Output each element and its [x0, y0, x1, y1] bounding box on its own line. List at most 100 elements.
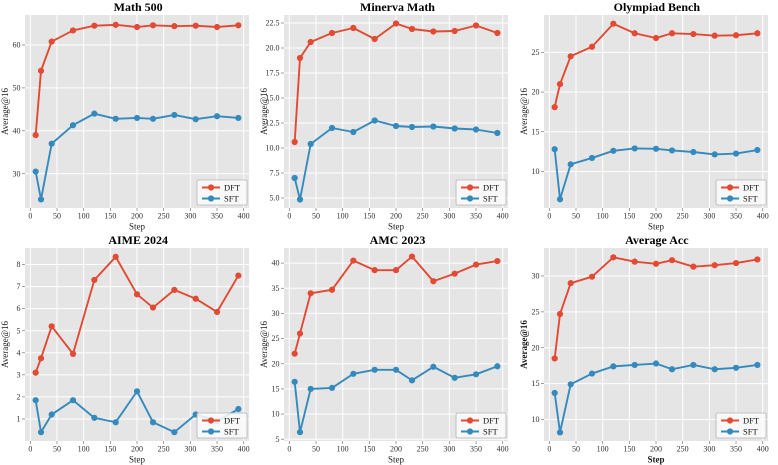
- y-axis-label: Average@16: [259, 320, 269, 368]
- sft-marker: [753, 146, 761, 154]
- x-tick-label: 150: [623, 444, 635, 453]
- y-tick-label: 15: [531, 127, 539, 136]
- y-tick-label: 12.5: [266, 119, 280, 128]
- dft-marker: [409, 252, 416, 260]
- x-tick-label: 100: [78, 444, 90, 453]
- sft-marker: [732, 364, 739, 371]
- x-tick-label: 200: [390, 444, 402, 453]
- x-tick-label: 400: [497, 444, 509, 453]
- x-tick-label: 0: [288, 212, 292, 221]
- dft-marker: [235, 22, 242, 29]
- y-tick-label: 20: [531, 88, 539, 97]
- dft-marker: [69, 27, 77, 34]
- x-tick-label: 250: [158, 212, 170, 221]
- y-tick-label: 35: [272, 283, 280, 292]
- sft-marker: [689, 148, 697, 156]
- sft-marker: [133, 114, 141, 122]
- sft-marker: [567, 380, 574, 387]
- sft-marker: [350, 128, 357, 136]
- subplot-minerva-math: Minerva Math 0 50 100 150 200 250 300 350 400 5.0…: [259, 0, 518, 233]
- y-tick-label: 30: [272, 309, 280, 318]
- dft-marker: [91, 22, 98, 29]
- x-tick-label: 150: [623, 212, 635, 221]
- dft-marker: [409, 25, 416, 33]
- sft-marker: [37, 196, 45, 203]
- x-tick-label: 350: [730, 212, 742, 221]
- y-tick-label: 50: [13, 84, 21, 93]
- sft-marker: [329, 124, 336, 132]
- sft-marker: [297, 196, 304, 203]
- y-tick-label: 6: [17, 304, 21, 313]
- sft-marker: [48, 140, 55, 147]
- sft-marker: [409, 376, 416, 383]
- y-tick-label: 10: [531, 415, 539, 424]
- sft-marker: [711, 151, 718, 158]
- sft-marker: [753, 361, 761, 368]
- x-axis-label: Step: [129, 454, 146, 464]
- legend-label-dft: DFT: [743, 182, 760, 192]
- sft-marker: [451, 374, 459, 381]
- x-tick-label: 100: [337, 444, 349, 453]
- dft-marker: [307, 38, 315, 46]
- sft-marker: [556, 196, 563, 203]
- sft-marker: [668, 147, 675, 154]
- x-tick-label: 300: [184, 212, 196, 221]
- dft-marker: [668, 256, 675, 263]
- x-tick-label: 50: [572, 212, 580, 221]
- subplot-title-amc-2023: AMC 2023: [369, 232, 426, 247]
- chart-canvas-aime-2024: 0 50 100 150 200 250 300 350 400 1 2 3 4 5 6 7 8 Step Aver…: [0, 247, 250, 464]
- x-tick-label: 150: [104, 444, 116, 453]
- y-tick-label: 60: [13, 41, 21, 50]
- sft-marker: [652, 359, 659, 367]
- sft-marker: [494, 129, 501, 137]
- x-tick-label: 200: [650, 212, 662, 221]
- sft-marker: [291, 174, 299, 182]
- dft-marker: [133, 23, 141, 31]
- legend-marker-sft: [467, 427, 474, 435]
- dft-marker: [652, 260, 659, 267]
- x-tick-label: 350: [211, 212, 223, 221]
- dft-marker: [149, 303, 157, 311]
- sft-marker: [112, 418, 119, 425]
- y-tick-label: 25: [531, 48, 539, 57]
- legend-marker-dft: [726, 416, 733, 424]
- sft-line: [294, 364, 499, 433]
- sft-marker: [149, 418, 157, 425]
- dft-marker: [291, 138, 299, 146]
- dft-marker: [307, 289, 315, 296]
- x-axis-label: Step: [647, 454, 664, 464]
- subplot-average-acc: Average Acc 0 50 100 150 200 250 300 350 400 10 15…: [519, 233, 778, 465]
- dft-marker: [588, 43, 595, 50]
- subplot-title-minerva-math: Minerva Math: [360, 0, 435, 14]
- sft-marker: [291, 378, 299, 385]
- dft-marker: [494, 29, 501, 37]
- x-tick-label: 200: [390, 212, 402, 221]
- sft-marker: [37, 428, 45, 435]
- dft-marker: [567, 279, 574, 286]
- sft-line: [294, 119, 498, 201]
- x-tick-label: 350: [470, 444, 482, 453]
- sft-marker: [307, 140, 315, 148]
- x-tick-label: 150: [364, 444, 376, 453]
- dft-marker: [689, 30, 697, 38]
- y-axis-label: Average@16: [519, 319, 529, 368]
- x-tick-label: 0: [547, 444, 551, 453]
- sft-line: [553, 147, 758, 201]
- chart-canvas-olympiad-bench: 0 50 100 150 200 250 300 350 400 10 15 20 25 Step Aver…: [519, 15, 768, 231]
- x-tick-label: 300: [444, 212, 456, 221]
- sft-marker: [609, 147, 617, 154]
- y-tick-label: 10: [531, 167, 539, 176]
- dft-marker: [652, 34, 659, 42]
- x-tick-label: 50: [53, 212, 61, 221]
- x-tick-label: 200: [131, 444, 143, 453]
- y-tick-label: 25: [272, 334, 280, 343]
- subplot-title-math-500: Math 500: [113, 0, 163, 14]
- dft-marker: [235, 271, 242, 279]
- dft-marker: [149, 22, 157, 29]
- y-tick-label: 5.0: [270, 194, 280, 203]
- dft-marker: [213, 23, 221, 31]
- dft-marker: [112, 21, 119, 28]
- dft-marker: [329, 29, 336, 37]
- y-tick-label: 22.5: [266, 19, 280, 28]
- sft-marker: [192, 116, 199, 123]
